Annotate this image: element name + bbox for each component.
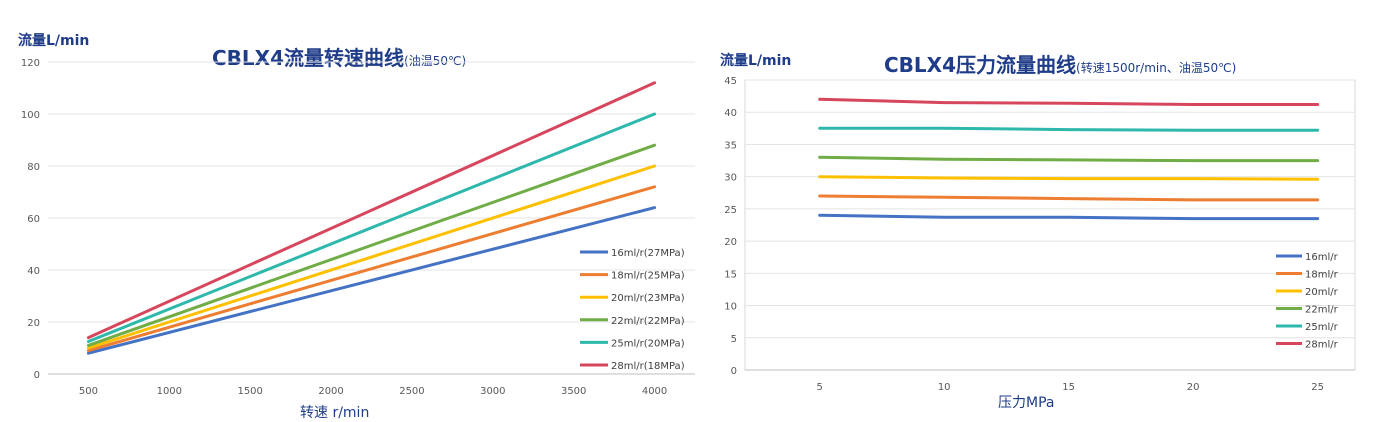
- series-line: [86, 81, 657, 340]
- x-tick-label: 3000: [480, 386, 505, 397]
- y-tick-label: 0: [34, 370, 40, 381]
- x-tick-label: 25: [1311, 382, 1324, 393]
- x-tick-label: 2000: [318, 386, 343, 397]
- y-tick-label: 20: [27, 318, 40, 329]
- y-tick-label: 25: [724, 205, 737, 216]
- y-tick-label: 45: [724, 76, 737, 87]
- chart-title-sub: (转速1500r/min、油温50℃): [1076, 61, 1237, 75]
- chart-title-sub: (油温50℃): [404, 54, 467, 68]
- x-axis-title: 压力MPa: [998, 395, 1055, 411]
- plot-area-border: [744, 79, 1356, 371]
- y-tick-label: 100: [21, 110, 40, 121]
- legend-label: 28ml/r(18MPa): [611, 361, 685, 372]
- flow-speed-plot: 0 20 40 60 80 100 120 500 1000 1500 2000 2500 3000 35…: [21, 58, 695, 397]
- legend-label: 25ml/r(20MPa): [611, 338, 685, 349]
- chart-title: CBLX4流量转速曲线(油温50℃): [212, 42, 466, 71]
- series-line: [818, 155, 1320, 163]
- series-line: [818, 194, 1320, 202]
- legend-label: 16ml/r(27MPa): [611, 248, 685, 259]
- legend-label: 18ml/r: [1305, 270, 1339, 281]
- x-axis-title: 转速 r/min: [300, 405, 370, 421]
- series-line: [818, 126, 1320, 132]
- series-line: [86, 112, 657, 343]
- legend-label: 22ml/r: [1305, 305, 1339, 316]
- flow-speed-chart-panel: 流量L/min CBLX4流量转速曲线(油温50℃) 0 20 40 60 80 100 1…: [0, 0, 700, 421]
- y-tick-label: 5: [731, 334, 737, 345]
- pressure-flow-chart-panel: 流量L/min CBLX4压力流量曲线(转速1500r/min、油温50℃) 0…: [700, 0, 1379, 415]
- legend-label: 22ml/r(22MPa): [611, 316, 685, 327]
- x-tick-label: 4000: [642, 386, 667, 397]
- x-tick-label: 10: [938, 382, 951, 393]
- legend-label: 16ml/r: [1305, 252, 1339, 263]
- x-tick-label: 500: [79, 386, 98, 397]
- y-tick-label: 30: [724, 173, 737, 184]
- x-tick-label: 2500: [399, 386, 424, 397]
- x-tick-label: 20: [1187, 382, 1200, 393]
- y-tick-label: 0: [731, 366, 737, 377]
- chart-title-main: CBLX4压力流量曲线: [884, 53, 1077, 77]
- y-tick-label: 40: [27, 266, 40, 277]
- x-tick-label: 15: [1062, 382, 1075, 393]
- series-line: [86, 143, 657, 347]
- series-line: [86, 206, 657, 355]
- legend-label: 28ml/r: [1305, 340, 1339, 351]
- series-line: [818, 97, 1320, 106]
- y-tick-label: 15: [724, 269, 737, 280]
- series-line: [86, 164, 657, 350]
- x-tick-label: 3500: [561, 386, 586, 397]
- y-axis-title: 流量L/min: [18, 33, 90, 49]
- x-tick-label: 5: [817, 382, 823, 393]
- series-line: [86, 185, 657, 353]
- series-line: [818, 213, 1320, 221]
- y-tick-label: 80: [27, 162, 40, 173]
- x-tick-label: 1500: [237, 386, 262, 397]
- legend-label: 20ml/r(23MPa): [611, 293, 685, 304]
- y-tick-label: 20: [724, 237, 737, 248]
- legend-label: 18ml/r(25MPa): [611, 271, 685, 282]
- y-tick-label: 35: [724, 140, 737, 151]
- y-tick-label: 120: [21, 58, 40, 69]
- pressure-flow-plot: 0 5 10 15 20 25 30 35 40 45 5 10 15 20 25 16ml/r 18ml/r 2…: [724, 76, 1356, 393]
- x-tick-label: 1000: [157, 386, 182, 397]
- y-tick-label: 60: [27, 214, 40, 225]
- series-line: [818, 175, 1320, 181]
- legend-label: 25ml/r: [1305, 322, 1339, 333]
- y-axis-title: 流量L/min: [720, 53, 792, 69]
- legend-label: 20ml/r: [1305, 287, 1339, 298]
- y-tick-label: 10: [724, 302, 737, 313]
- chart-title-main: CBLX4流量转速曲线: [212, 46, 405, 70]
- chart-title: CBLX4压力流量曲线(转速1500r/min、油温50℃): [884, 49, 1236, 78]
- y-tick-label: 40: [724, 108, 737, 119]
